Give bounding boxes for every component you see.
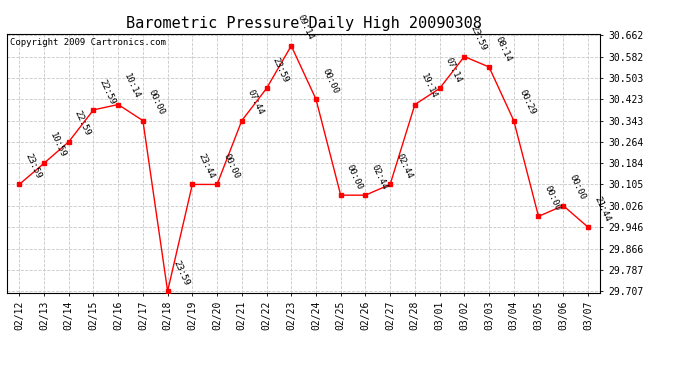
Text: 23:44: 23:44 [197, 152, 216, 180]
Text: 00:00: 00:00 [542, 184, 562, 212]
Text: 00:29: 00:29 [518, 88, 538, 117]
Text: 00:00: 00:00 [147, 88, 166, 117]
Text: 02:44: 02:44 [370, 163, 389, 191]
Text: 21:44: 21:44 [592, 195, 611, 223]
Text: 23:59: 23:59 [23, 152, 43, 180]
Text: 19:14: 19:14 [419, 72, 439, 100]
Text: 00:00: 00:00 [221, 152, 241, 180]
Text: 10:59: 10:59 [48, 131, 68, 159]
Text: 22:59: 22:59 [97, 78, 117, 106]
Text: 10:14: 10:14 [122, 72, 142, 100]
Text: 07:44: 07:44 [246, 88, 266, 117]
Title: Barometric Pressure Daily High 20090308: Barometric Pressure Daily High 20090308 [126, 16, 482, 31]
Text: 23:59: 23:59 [270, 56, 290, 84]
Text: 00:00: 00:00 [567, 173, 587, 201]
Text: 00:00: 00:00 [320, 67, 339, 95]
Text: 08:14: 08:14 [493, 34, 513, 63]
Text: 07:14: 07:14 [444, 56, 463, 84]
Text: 02:44: 02:44 [394, 152, 414, 180]
Text: 22:59: 22:59 [73, 110, 92, 138]
Text: 00:00: 00:00 [345, 163, 364, 191]
Text: 23:59: 23:59 [469, 24, 488, 52]
Text: 23:59: 23:59 [172, 259, 191, 287]
Text: 09:14: 09:14 [295, 13, 315, 42]
Text: Copyright 2009 Cartronics.com: Copyright 2009 Cartronics.com [10, 38, 166, 46]
